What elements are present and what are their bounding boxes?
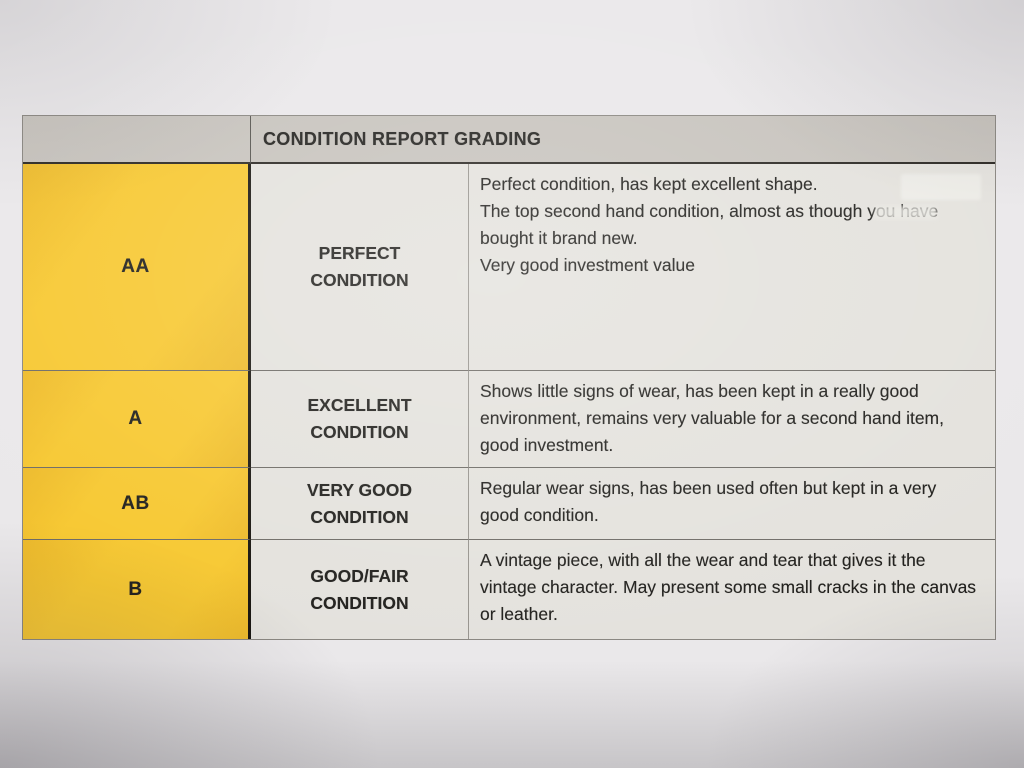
description-paragraph: Shows little signs of wear, has been kep…	[480, 381, 944, 455]
grade-label: B	[128, 578, 143, 600]
whiteout-patch	[875, 206, 937, 219]
grade-cell-b: B	[23, 540, 251, 639]
condition-grading-table: CONDITION REPORT GRADING AA PERFECT COND…	[22, 115, 996, 640]
description-paragraph: A vintage piece, with all the wear and t…	[480, 550, 977, 624]
condition-label-cell-a: EXCELLENT CONDITION	[251, 371, 469, 468]
table-header-title: CONDITION REPORT GRADING	[251, 116, 995, 164]
description-paragraph: Regular wear signs, has been used often …	[480, 478, 937, 525]
grade-label: A	[128, 408, 143, 429]
condition-label: EXCELLENT CONDITION	[307, 395, 412, 442]
description-paragraph: Very good investment value	[480, 255, 695, 275]
grade-cell-aa: AA	[23, 164, 251, 371]
page-title: CONDITION REPORT GRADING	[263, 128, 542, 149]
grade-cell-a: A	[23, 371, 251, 468]
description-paragraph: The top second hand condition, almost as…	[480, 201, 939, 248]
condition-label-cell-b: GOOD/FAIR CONDITION	[251, 540, 469, 639]
condition-label-cell-aa: PERFECT CONDITION	[251, 164, 469, 371]
condition-label-cell-ab: VERY GOOD CONDITION	[251, 468, 469, 540]
description-cell-a: Shows little signs of wear, has been kep…	[469, 371, 995, 468]
condition-label: PERFECT CONDITION	[310, 243, 409, 290]
condition-label: GOOD/FAIR CONDITION	[310, 565, 409, 613]
grade-label: AB	[121, 492, 150, 514]
description-paragraph: Perfect condition, has kept excellent sh…	[480, 174, 818, 194]
condition-label: VERY GOOD CONDITION	[306, 479, 413, 527]
whiteout-patch	[901, 174, 981, 200]
grade-cell-ab: AB	[23, 468, 251, 540]
table-header-spacer	[23, 116, 251, 164]
description-cell-ab: Regular wear signs, has been used often …	[469, 468, 995, 540]
description-cell-b: A vintage piece, with all the wear and t…	[469, 540, 995, 639]
grade-label: AA	[121, 256, 150, 277]
description-cell-aa: Perfect condition, has kept excellent sh…	[469, 164, 995, 371]
